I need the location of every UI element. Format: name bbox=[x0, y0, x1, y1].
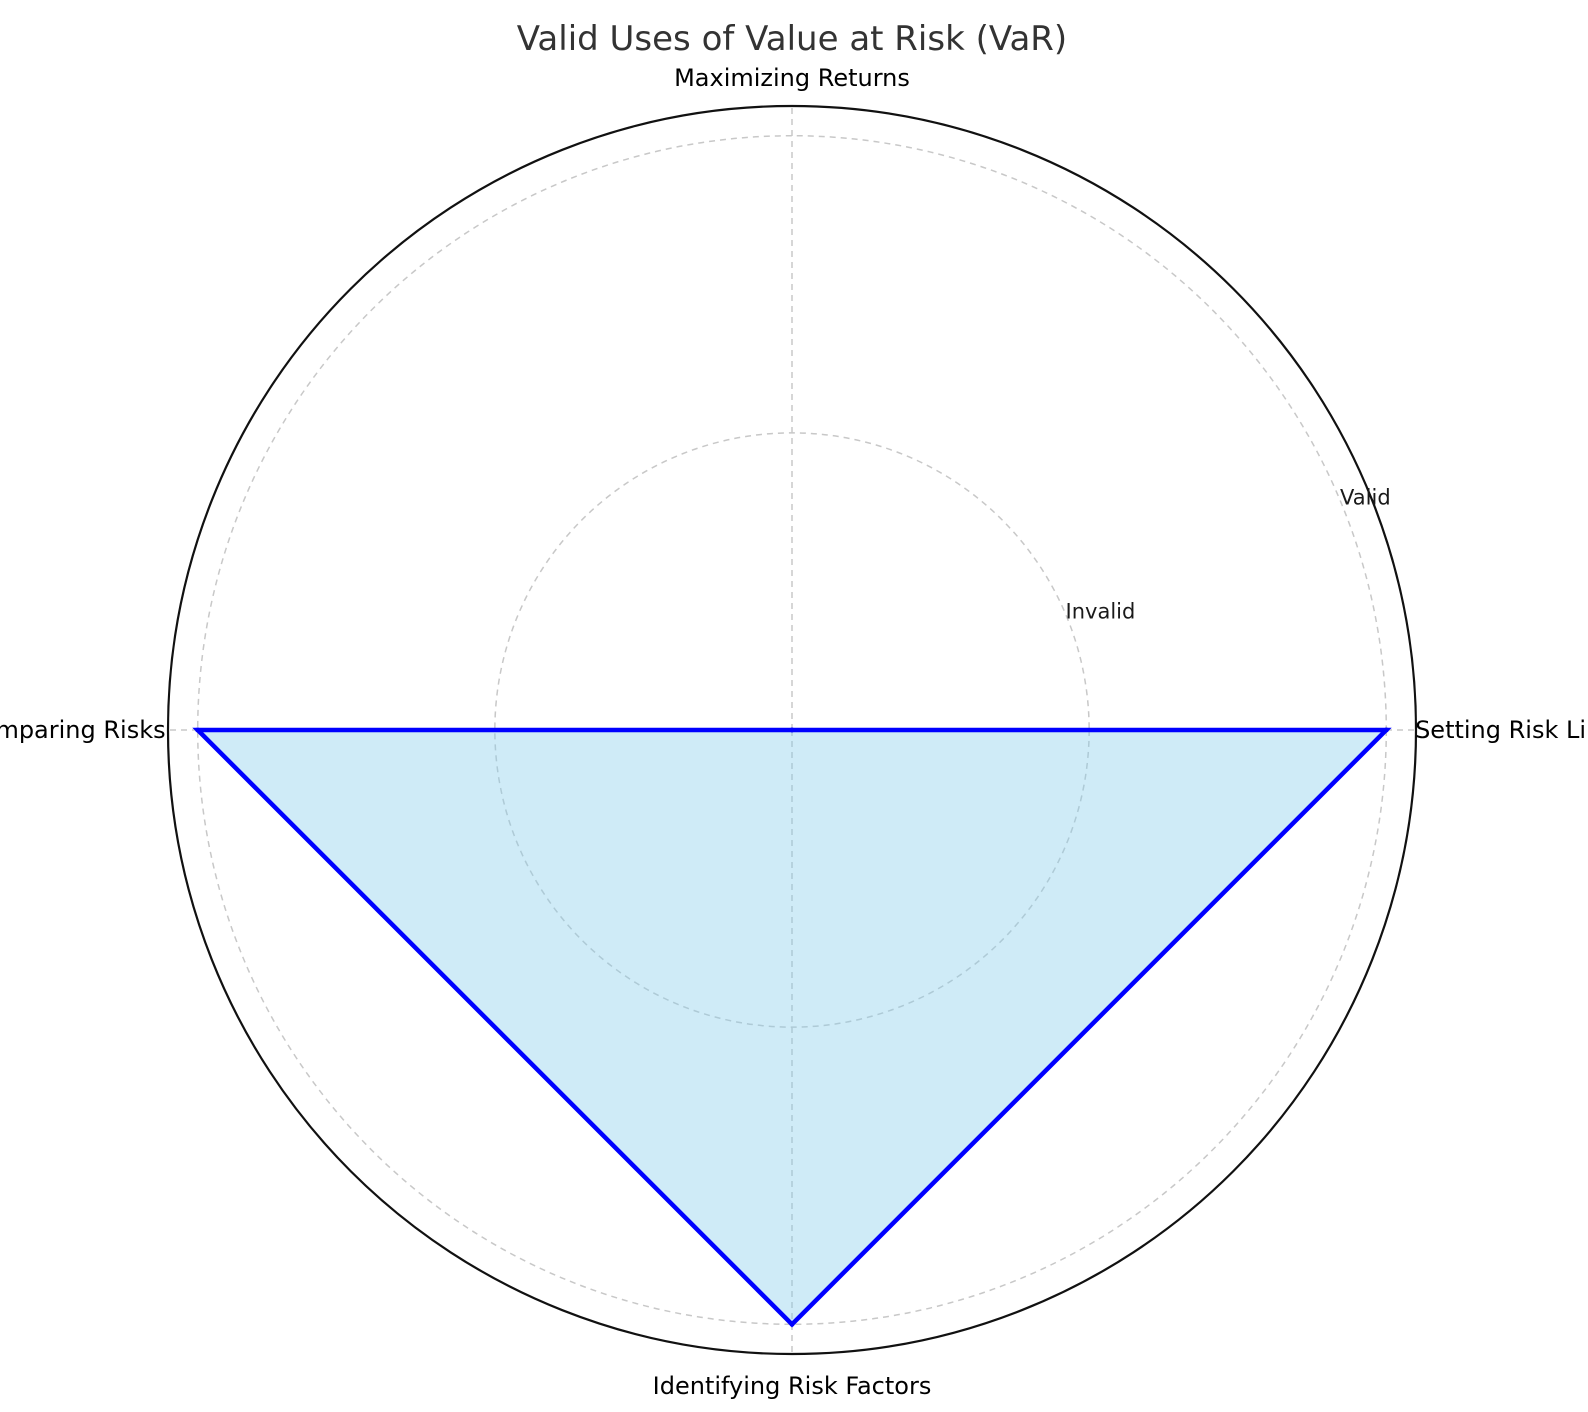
radar-frame bbox=[166, 104, 1418, 1356]
data-point bbox=[789, 1321, 795, 1327]
data-point bbox=[195, 727, 201, 733]
category-label: Maximizing Returns bbox=[674, 64, 910, 92]
series-fill bbox=[197, 730, 1387, 1325]
r-tick-label: Valid bbox=[1340, 486, 1391, 510]
r-tick-label: Invalid bbox=[1066, 599, 1136, 623]
radar-series bbox=[192, 727, 1392, 1328]
category-label: Setting Risk Limits bbox=[1415, 716, 1588, 744]
data-point bbox=[789, 727, 795, 733]
chart-title: Valid Uses of Value at Risk (VaR) bbox=[517, 19, 1067, 59]
category-label: Identifying Risk Factors bbox=[653, 1372, 932, 1400]
radar-labels: Setting Risk Limits Maximizing Returns Com… bbox=[0, 64, 1588, 1400]
data-point bbox=[1383, 727, 1389, 733]
category-label: Comparing Risks bbox=[0, 716, 166, 744]
